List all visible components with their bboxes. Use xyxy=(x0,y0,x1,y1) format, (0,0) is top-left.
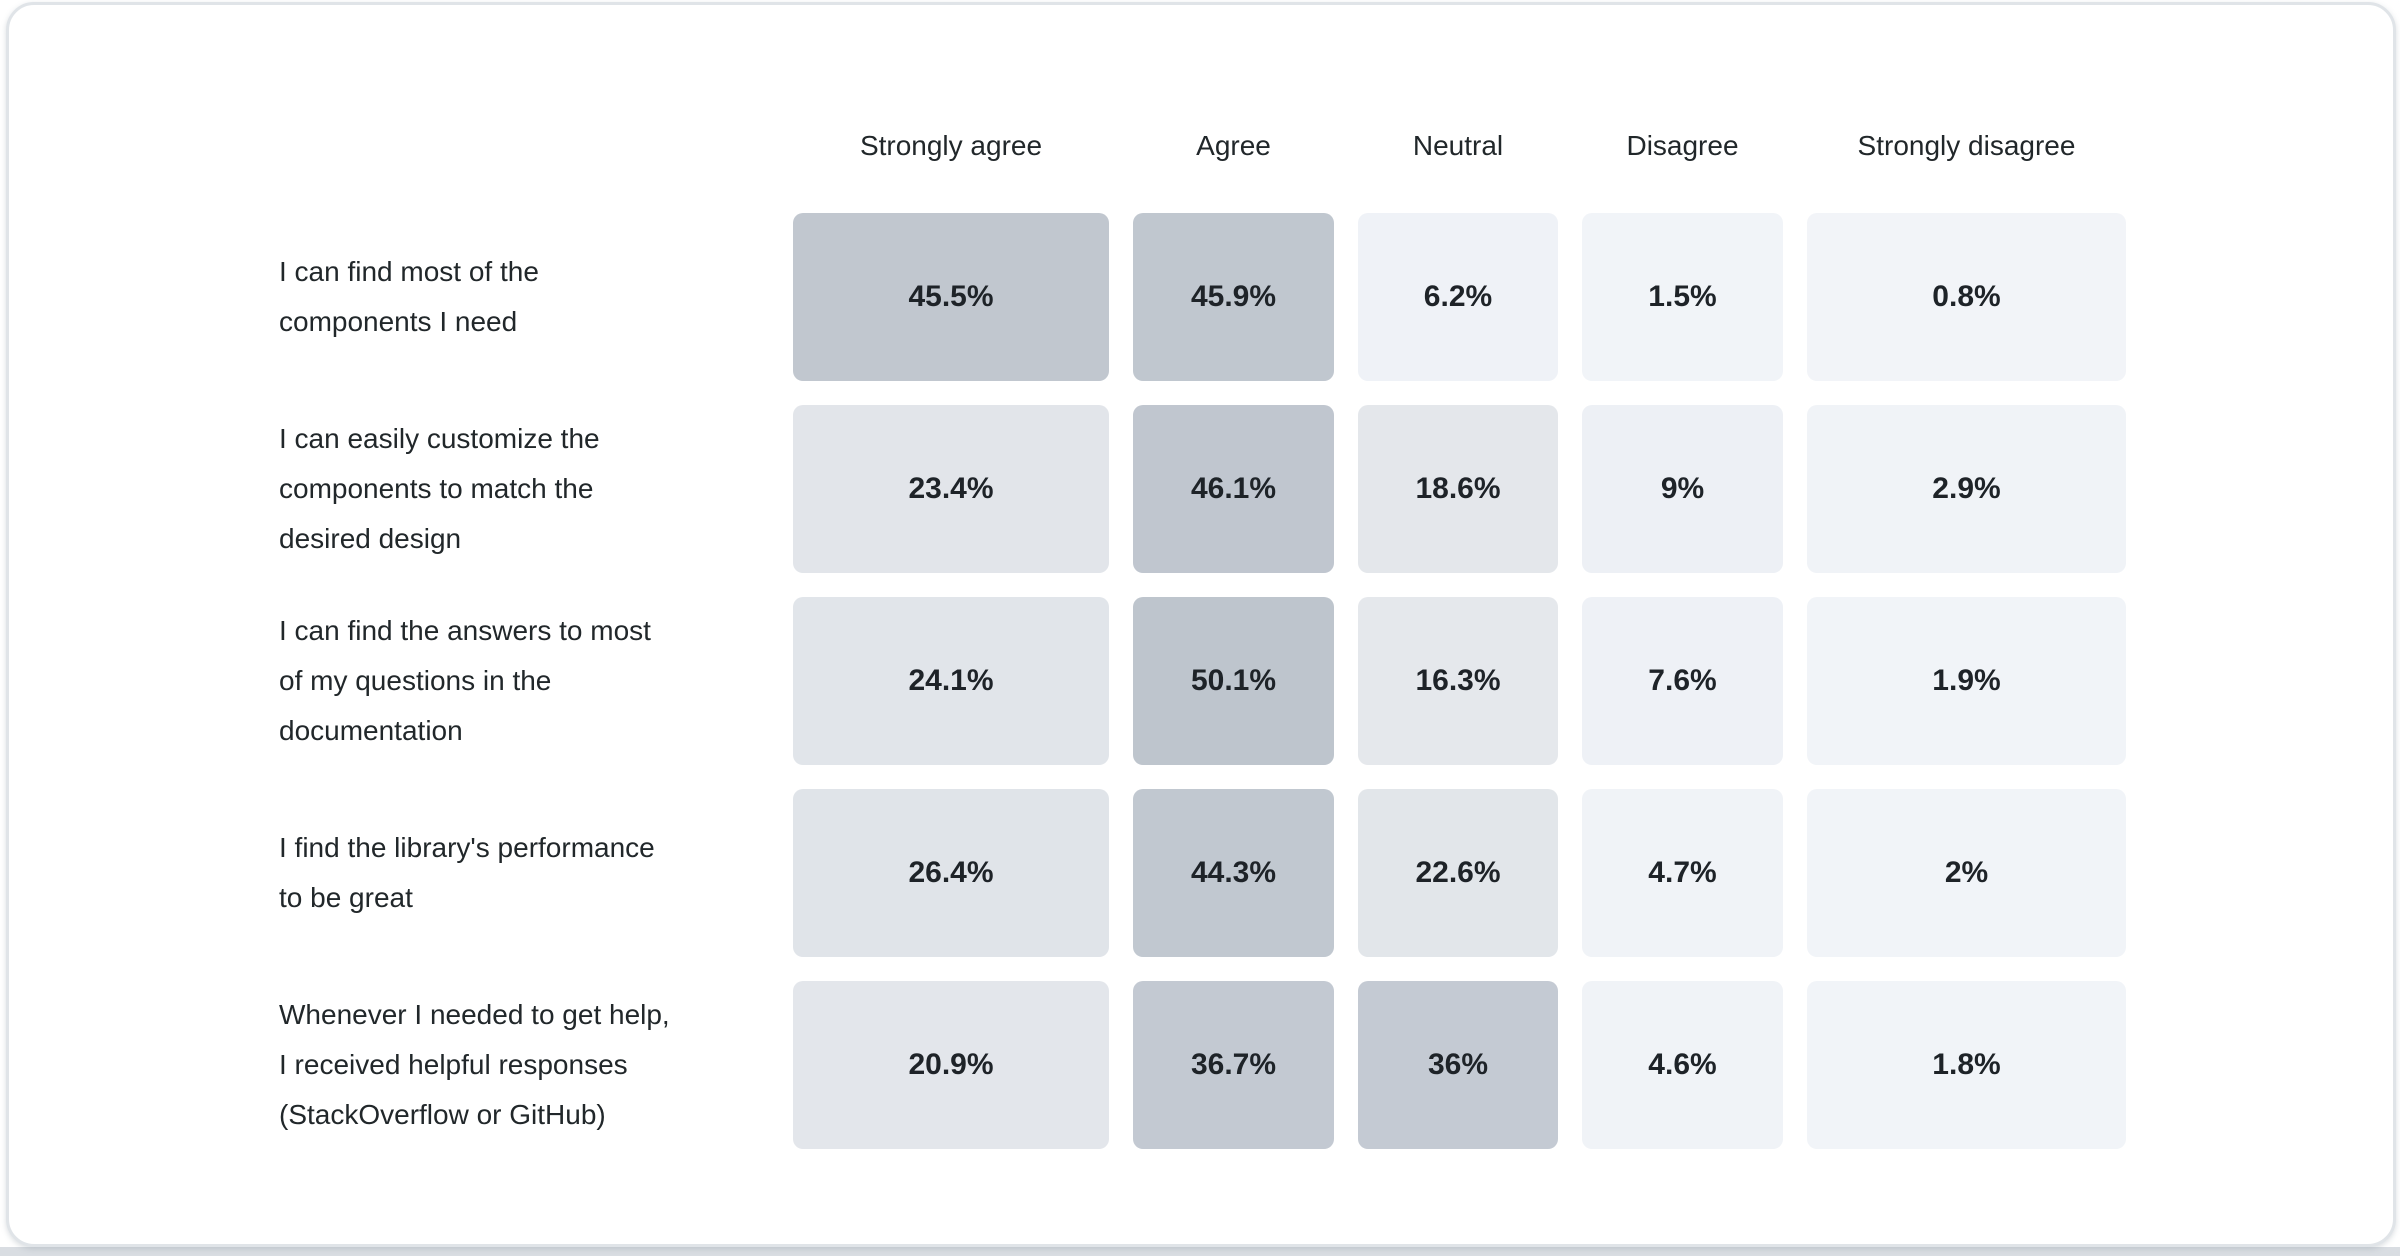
row-label-3: I can find the answers to most of my que… xyxy=(279,615,651,746)
heatmap-cell-r1c3: 6.2% xyxy=(1358,213,1558,381)
column-header-5: Strongly disagree xyxy=(1857,130,2076,161)
column-header-2: Agree xyxy=(1196,130,1271,161)
heatmap-cell-r4c5: 2% xyxy=(1807,789,2126,957)
page-bottom-strip xyxy=(0,1247,2400,1256)
heatmap-cell-r3c5: 1.9% xyxy=(1807,597,2126,765)
heatmap-cell-r4c2: 44.3% xyxy=(1133,789,1334,957)
row-label-1: I can find most of the components I need xyxy=(279,256,539,337)
heatmap-cell-r3c2: 50.1% xyxy=(1133,597,1334,765)
likert-heatmap-table: Strongly agree Agree Neutral Disagree Strong… xyxy=(279,103,2126,1149)
heatmap-cell-r1c4: 1.5% xyxy=(1582,213,1783,381)
header-spacer xyxy=(279,103,769,189)
heatmap-cell-r3c1: 24.1% xyxy=(793,597,1109,765)
heatmap-cell-r5c4: 4.6% xyxy=(1582,981,1783,1149)
heatmap-cell-r3c4: 7.6% xyxy=(1582,597,1783,765)
heatmap-cell-r4c1: 26.4% xyxy=(793,789,1109,957)
heatmap-cell-r5c5: 1.8% xyxy=(1807,981,2126,1149)
heatmap-cell-r5c2: 36.7% xyxy=(1133,981,1334,1149)
heatmap-cell-r1c5: 0.8% xyxy=(1807,213,2126,381)
heatmap-cell-r2c1: 23.4% xyxy=(793,405,1109,573)
column-header-3: Neutral xyxy=(1412,130,1504,161)
chart-card: Strongly agree Agree Neutral Disagree Strong… xyxy=(6,2,2396,1247)
row-label-2: I can easily customize the components to… xyxy=(279,423,600,554)
heatmap-cell-r4c3: 22.6% xyxy=(1358,789,1558,957)
column-header-1: Strongly agree xyxy=(859,130,1043,161)
heatmap-cell-r2c2: 46.1% xyxy=(1133,405,1334,573)
heatmap-cell-r2c5: 2.9% xyxy=(1807,405,2126,573)
heatmap-cell-r1c1: 45.5% xyxy=(793,213,1109,381)
heatmap-cell-r4c4: 4.7% xyxy=(1582,789,1783,957)
heatmap-cell-r2c3: 18.6% xyxy=(1358,405,1558,573)
column-header-4: Disagree xyxy=(1626,130,1739,161)
heatmap-cell-r1c2: 45.9% xyxy=(1133,213,1334,381)
heatmap-cell-r5c3: 36% xyxy=(1358,981,1558,1149)
row-label-5: Whenever I needed to get help, I receive… xyxy=(279,999,670,1130)
heatmap-cell-r5c1: 20.9% xyxy=(793,981,1109,1149)
heatmap-cell-r2c4: 9% xyxy=(1582,405,1783,573)
row-label-4: I find the library's performance to be g… xyxy=(279,832,655,913)
heatmap-cell-r3c3: 16.3% xyxy=(1358,597,1558,765)
